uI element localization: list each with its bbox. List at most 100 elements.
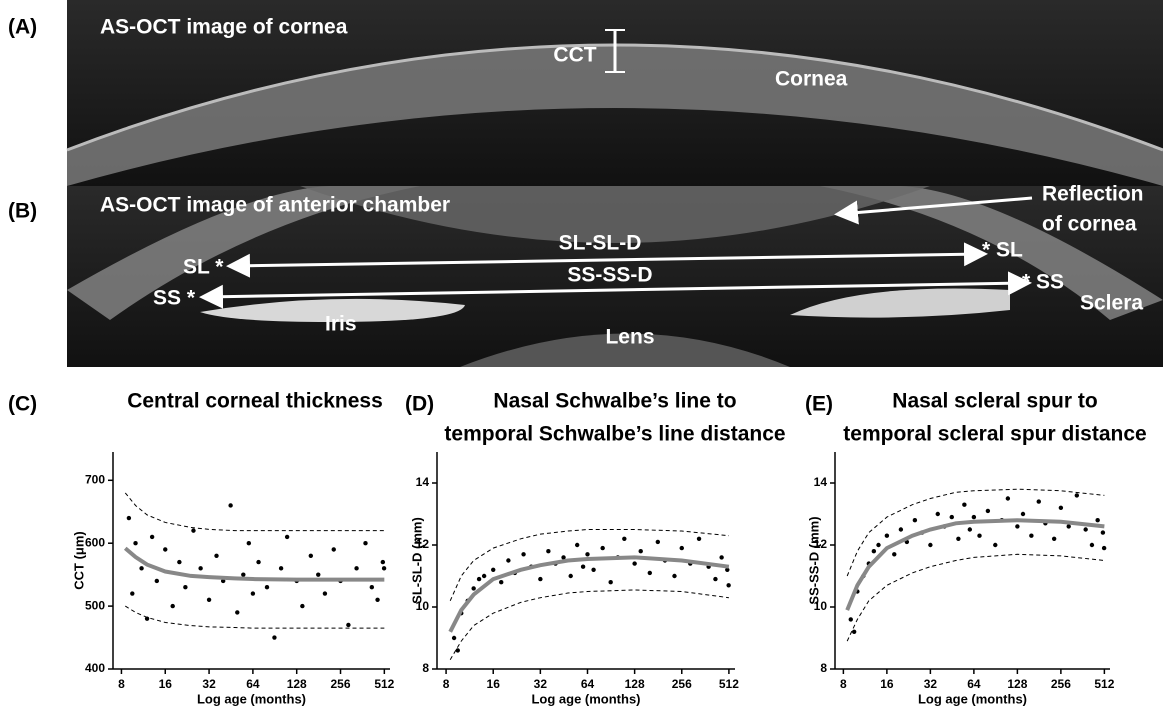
y-tick-label: 10 — [814, 599, 828, 613]
data-point — [471, 586, 476, 591]
data-point — [144, 616, 150, 621]
data-point — [719, 555, 724, 560]
image-label: SS-SS-D — [567, 264, 652, 287]
chart-title: Nasal Schwalbe’s line to — [493, 390, 736, 413]
data-point — [1089, 542, 1095, 548]
chart-title: Central corneal thickness — [127, 390, 383, 413]
panel-label: (E) — [805, 393, 833, 416]
data-point — [993, 542, 998, 548]
x-tick-label: 32 — [924, 677, 938, 691]
data-point — [1095, 518, 1100, 523]
x-tick-label: 8 — [118, 677, 125, 691]
data-point — [1020, 511, 1026, 517]
chart-title: temporal scleral spur distance — [843, 423, 1146, 446]
data-point — [198, 566, 203, 571]
data-point — [322, 591, 328, 596]
data-point — [977, 533, 982, 538]
y-axis-label: CCT (μm) — [71, 531, 86, 590]
x-tick-label: 128 — [287, 677, 307, 691]
data-point — [985, 508, 991, 514]
data-point — [848, 617, 853, 622]
data-point — [608, 580, 613, 585]
data-point — [935, 511, 940, 517]
data-point — [133, 541, 138, 546]
x-tick-label: 64 — [581, 677, 595, 691]
data-point — [696, 536, 702, 541]
fit-line — [448, 555, 730, 633]
data-point — [214, 553, 219, 558]
data-point — [1101, 545, 1107, 551]
data-point — [331, 547, 336, 552]
data-point — [672, 573, 677, 579]
x-tick-label: 256 — [1051, 677, 1071, 691]
data-point — [851, 629, 857, 634]
x-tick-label: 512 — [374, 677, 394, 691]
x-axis-label: Log age (months) — [918, 691, 1027, 706]
data-point — [499, 580, 504, 585]
data-point — [346, 622, 351, 628]
y-tick-label: 8 — [422, 661, 429, 675]
data-point — [1015, 524, 1020, 529]
x-axis-label: Log age (months) — [197, 691, 306, 706]
data-point — [622, 536, 627, 541]
x-tick-label: 64 — [246, 677, 260, 691]
y-tick-label: 14 — [814, 475, 828, 489]
image-label: Sclera — [1080, 292, 1143, 315]
oct-image-b — [67, 186, 1163, 367]
image-label: * SL — [982, 239, 1023, 262]
data-point — [928, 542, 933, 548]
data-point — [521, 552, 526, 557]
data-point — [264, 585, 270, 590]
data-point — [381, 566, 387, 571]
y-tick-label: 14 — [416, 475, 430, 489]
prediction-band — [846, 488, 1105, 577]
chart-title: temporal Schwalbe’s line distance — [444, 423, 785, 446]
image-label: SS * — [153, 287, 196, 310]
fit-line — [845, 518, 1105, 611]
y-tick-label: 8 — [820, 661, 827, 675]
y-tick-label: 600 — [85, 535, 105, 549]
data-point — [574, 542, 580, 548]
image-label: CCT — [553, 44, 596, 67]
data-point — [1074, 493, 1080, 498]
prediction-band — [125, 605, 385, 629]
data-point — [246, 541, 252, 546]
panel-label: (B) — [8, 200, 37, 223]
y-axis-label: SS-SS-D (mm) — [806, 516, 821, 604]
data-point — [308, 553, 314, 558]
data-point — [1029, 533, 1034, 538]
data-point — [476, 576, 482, 582]
data-point — [126, 515, 132, 521]
x-tick-label: 128 — [1007, 677, 1027, 691]
data-point — [256, 559, 261, 565]
data-point — [971, 514, 977, 520]
data-point — [892, 552, 897, 557]
data-point — [655, 539, 661, 545]
x-axis-label: Log age (months) — [531, 691, 640, 706]
data-point — [235, 610, 240, 615]
data-point — [139, 566, 144, 571]
image-label: SL * — [183, 256, 224, 279]
y-tick-label: 400 — [85, 661, 105, 675]
data-point — [647, 570, 653, 576]
data-point — [956, 536, 961, 541]
data-point — [1058, 505, 1064, 510]
data-point — [380, 559, 386, 565]
image-title: AS-OCT image of anterior chamber — [100, 194, 450, 217]
x-tick-label: 16 — [880, 677, 894, 691]
x-tick-label: 16 — [159, 677, 173, 691]
data-point — [170, 603, 175, 609]
image-label: Reflection — [1042, 183, 1144, 206]
data-point — [183, 585, 188, 590]
data-point — [679, 545, 684, 551]
data-point — [632, 561, 637, 566]
data-point — [962, 502, 967, 507]
panel-label: (D) — [405, 393, 434, 416]
data-point — [375, 597, 380, 603]
data-point — [272, 635, 277, 640]
y-tick-label: 10 — [416, 599, 430, 613]
data-point — [250, 591, 256, 596]
x-tick-label: 8 — [443, 677, 450, 691]
prediction-band — [449, 589, 729, 660]
